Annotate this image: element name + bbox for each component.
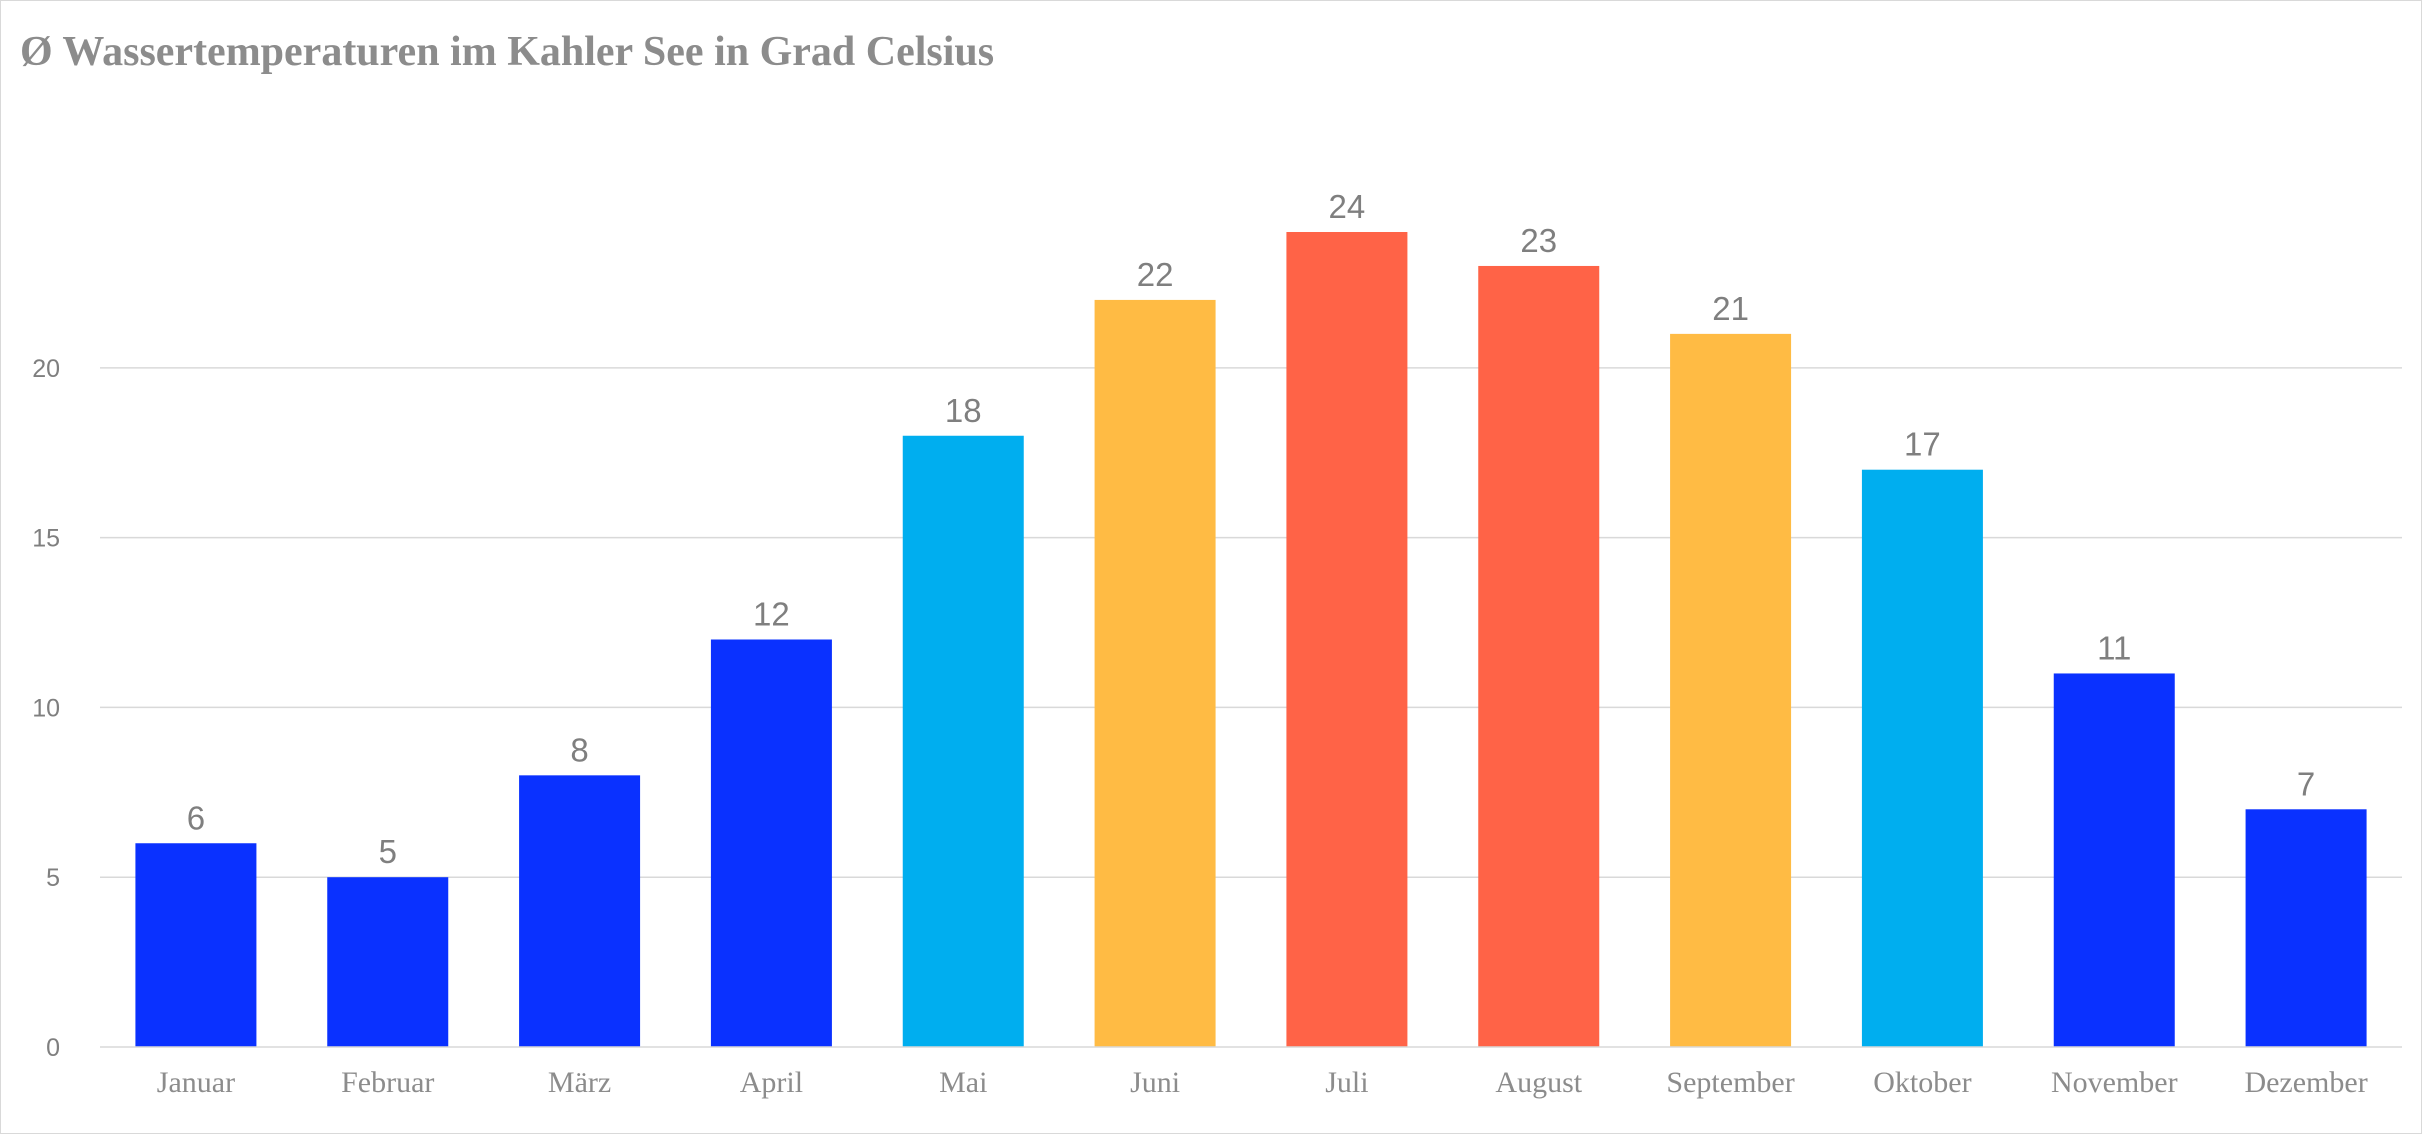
data-label: 22 xyxy=(1137,256,1174,293)
bar-mai xyxy=(902,435,1024,1047)
data-label: 23 xyxy=(1520,222,1557,259)
bar-februar xyxy=(327,877,449,1047)
bar-juli xyxy=(1286,232,1408,1047)
y-tick-label: 0 xyxy=(46,1034,60,1062)
data-label: 18 xyxy=(945,392,982,429)
data-label: 8 xyxy=(570,731,588,768)
data-label: 7 xyxy=(2297,765,2315,802)
x-tick-label: Dezember xyxy=(2244,1066,2367,1099)
y-axis-ticks: 0 5 10 15 20 xyxy=(32,355,60,1062)
bar-oktober xyxy=(1861,469,1983,1047)
x-tick-label: September xyxy=(1666,1066,1794,1099)
x-axis-ticks: Januar Februar März April Mai Juni Juli August S… xyxy=(157,1066,2368,1099)
x-tick-label: Juli xyxy=(1325,1066,1368,1099)
x-tick-label: August xyxy=(1495,1066,1582,1099)
bar-september xyxy=(1670,333,1792,1047)
bar-april xyxy=(710,639,832,1047)
x-tick-label: November xyxy=(2051,1066,2178,1099)
data-label: 11 xyxy=(2097,629,2131,666)
x-tick-label: Februar xyxy=(341,1066,434,1099)
x-tick-label: März xyxy=(548,1066,611,1099)
y-tick-label: 20 xyxy=(32,355,60,383)
data-label: 5 xyxy=(379,833,397,870)
data-label: 12 xyxy=(753,596,790,633)
y-tick-label: 5 xyxy=(46,864,60,892)
gridlines xyxy=(100,367,2402,878)
y-tick-label: 10 xyxy=(32,694,60,722)
y-tick-label: 15 xyxy=(32,525,60,553)
bar-märz xyxy=(519,775,641,1047)
bar-januar xyxy=(135,843,257,1047)
data-label: 24 xyxy=(1329,188,1366,225)
bars xyxy=(135,232,2367,1048)
x-tick-label: Mai xyxy=(939,1066,987,1099)
x-tick-label: Juni xyxy=(1130,1066,1180,1099)
bar-juni xyxy=(1094,299,1216,1048)
x-tick-label: Januar xyxy=(157,1066,235,1099)
bar-august xyxy=(1478,265,1600,1047)
data-label: 6 xyxy=(187,799,205,836)
data-label: 21 xyxy=(1712,290,1749,327)
chart-title: Ø Wassertemperaturen im Kahler See in Gr… xyxy=(20,29,995,75)
data-labels: 6 5 8 12 18 22 24 23 21 17 11 7 xyxy=(187,188,2316,870)
x-tick-label: Oktober xyxy=(1873,1066,1971,1099)
bar-november xyxy=(2053,673,2175,1047)
data-label: 17 xyxy=(1904,426,1941,463)
x-tick-label: April xyxy=(740,1066,803,1099)
bar-dezember xyxy=(2245,809,2367,1047)
